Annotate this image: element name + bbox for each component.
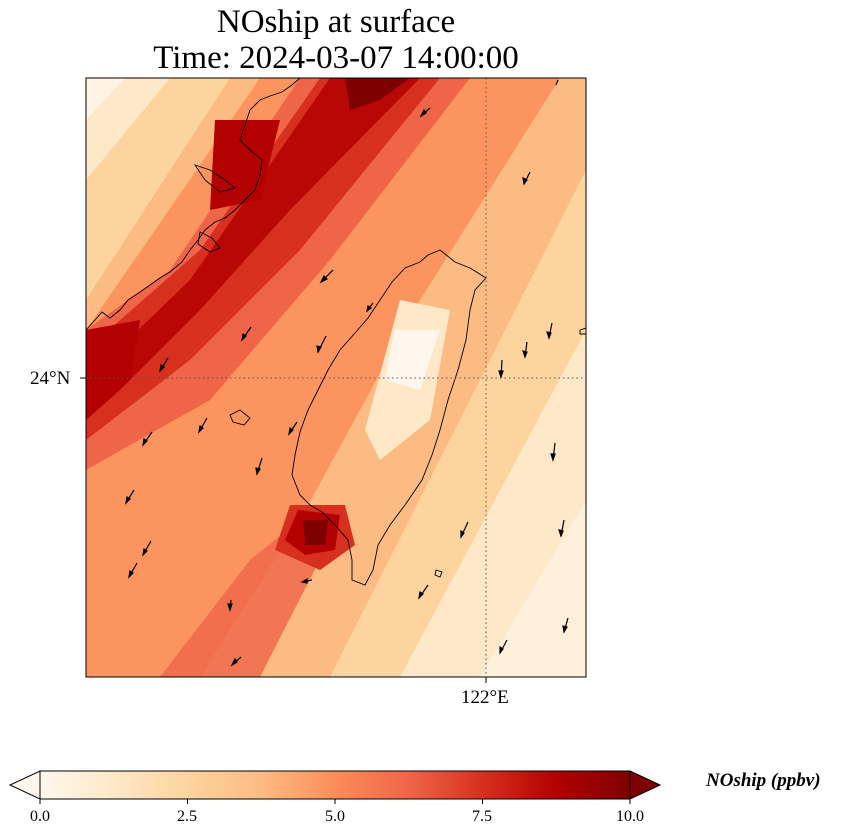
gridlines: [86, 78, 586, 677]
colorbar: [8, 770, 662, 804]
wind-vectors: [125, 79, 569, 667]
colorbar-label: NOship (ppbv): [706, 770, 821, 791]
colorbar-tick-4: 10.0: [616, 808, 644, 825]
colorbar-gradient: [39, 770, 631, 800]
colorbar-extend-min: [8, 770, 41, 800]
china-coastline: [86, 78, 301, 331]
colorbar-tick-3: 7.5: [472, 808, 492, 825]
lat-tick-label: 24°N: [30, 368, 71, 389]
colorbar-extend-max: [629, 770, 662, 800]
concentration-field: [86, 78, 586, 677]
map-title-line-1: NOship at surface: [216, 4, 456, 40]
colorbar-tick-0: 0.0: [30, 808, 50, 825]
map-title-line-2: Time: 2024-03-07 14:00:00: [153, 40, 519, 76]
colorbar-tick-1: 2.5: [177, 808, 197, 825]
coastlines: [86, 78, 586, 586]
lon-tick-label: 122°E: [461, 687, 509, 708]
colorbar-tick-2: 5.0: [325, 808, 345, 825]
taiwan-coastline: [291, 249, 487, 586]
